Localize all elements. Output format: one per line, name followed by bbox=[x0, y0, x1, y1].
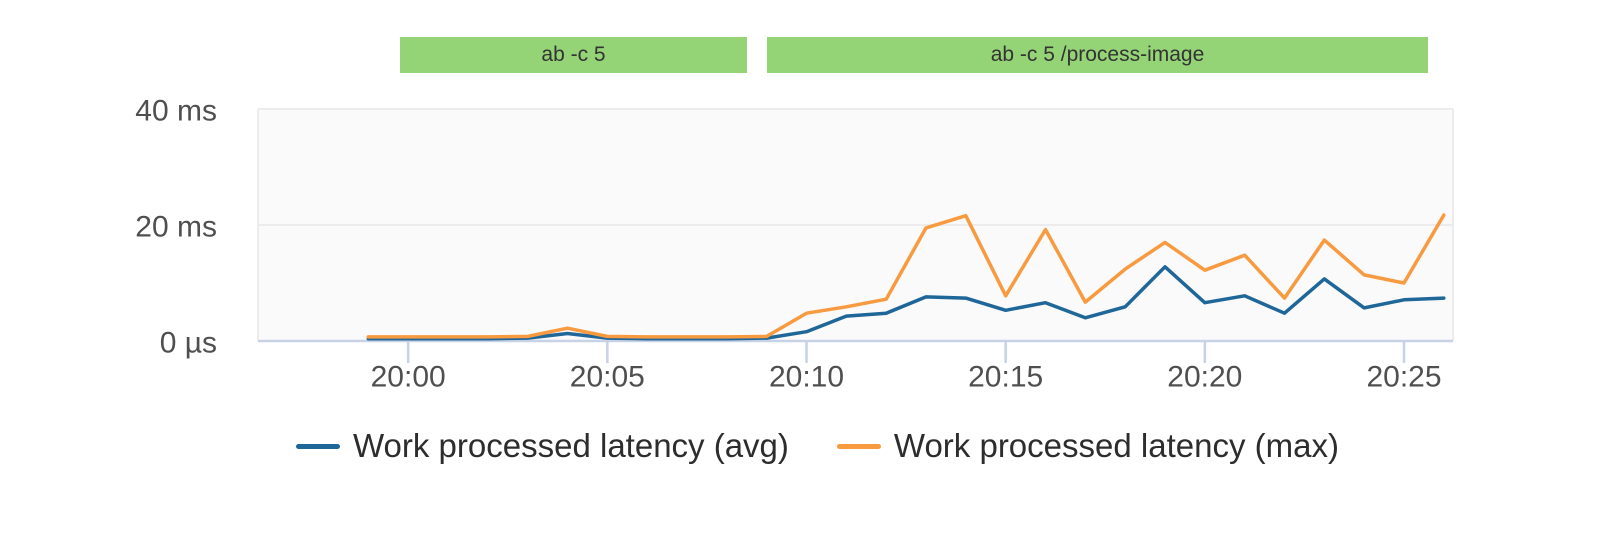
x-axis-label-20:20: 20:20 bbox=[1167, 361, 1242, 394]
annotation-band-label: ab -c 5 bbox=[541, 43, 606, 66]
legend: Work processed latency (avg) Work proces… bbox=[296, 427, 1339, 465]
series-line-avg bbox=[366, 265, 1446, 341]
y-axis-label-0: 0 µs bbox=[160, 327, 217, 360]
annotation-band-label: ab -c 5 /process-image bbox=[990, 43, 1205, 66]
x-axis-label-20:25: 20:25 bbox=[1366, 361, 1441, 394]
annotation-band-ab-c5: ab -c 5 bbox=[400, 37, 747, 73]
legend-item-avg[interactable]: Work processed latency (avg) bbox=[296, 427, 789, 465]
legend-label-avg: Work processed latency (avg) bbox=[353, 427, 789, 464]
legend-item-max[interactable]: Work processed latency (max) bbox=[836, 427, 1339, 465]
y-axis-label-20: 20 ms bbox=[135, 211, 217, 244]
x-axis-label-20:10: 20:10 bbox=[769, 361, 844, 394]
y-axis-label-40: 40 ms bbox=[135, 95, 217, 128]
max-series-swatch bbox=[836, 443, 881, 449]
x-axis-label-20:15: 20:15 bbox=[968, 361, 1043, 394]
series-line-max bbox=[366, 213, 1446, 339]
annotation-band-ab-c5-process-image: ab -c 5 /process-image bbox=[767, 37, 1428, 73]
x-axis-label-20:05: 20:05 bbox=[570, 361, 645, 394]
avg-series-swatch bbox=[296, 443, 340, 449]
x-axis-label-20:00: 20:00 bbox=[371, 361, 446, 394]
legend-label-max: Work processed latency (max) bbox=[893, 427, 1339, 464]
